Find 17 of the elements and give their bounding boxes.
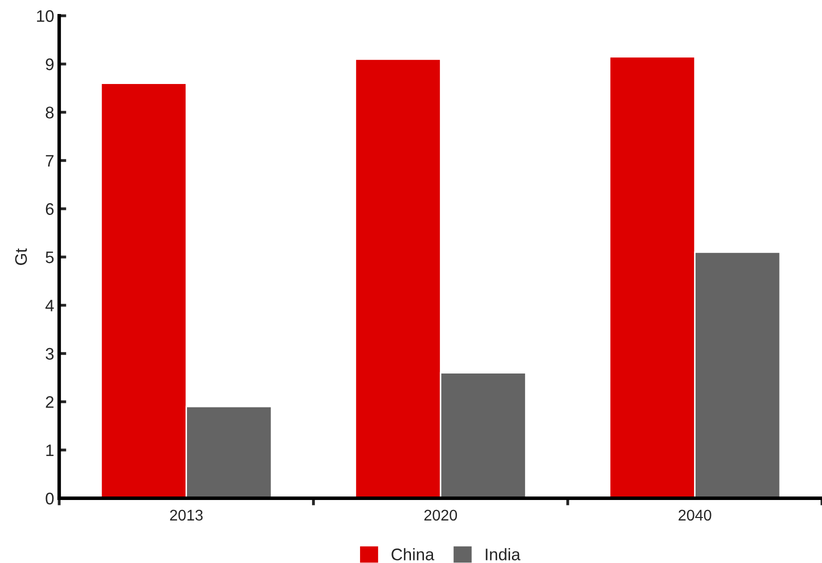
y-tick-label: 7 bbox=[46, 155, 54, 167]
x-tick-label: 2013 bbox=[170, 510, 203, 521]
y-tick-label: 1 bbox=[46, 444, 54, 456]
y-tick-label: 5 bbox=[46, 252, 54, 264]
y-tick-label: 9 bbox=[46, 58, 54, 70]
y-tick-label: 8 bbox=[46, 106, 54, 118]
y-tick-label: 2 bbox=[46, 396, 54, 408]
x-tick-label: 2040 bbox=[678, 510, 712, 521]
y-tick-label: 0 bbox=[46, 492, 54, 504]
y-tick-label: 6 bbox=[46, 203, 54, 215]
y-tick-label: 3 bbox=[46, 348, 54, 360]
x-tick-label: 2020 bbox=[424, 510, 457, 521]
legend-label: China bbox=[392, 548, 434, 560]
y-tick-label: 10 bbox=[37, 10, 54, 22]
legend-label: India bbox=[486, 548, 520, 560]
y-axis-title: Gt bbox=[15, 248, 27, 265]
y-tick-label: 4 bbox=[45, 300, 54, 312]
